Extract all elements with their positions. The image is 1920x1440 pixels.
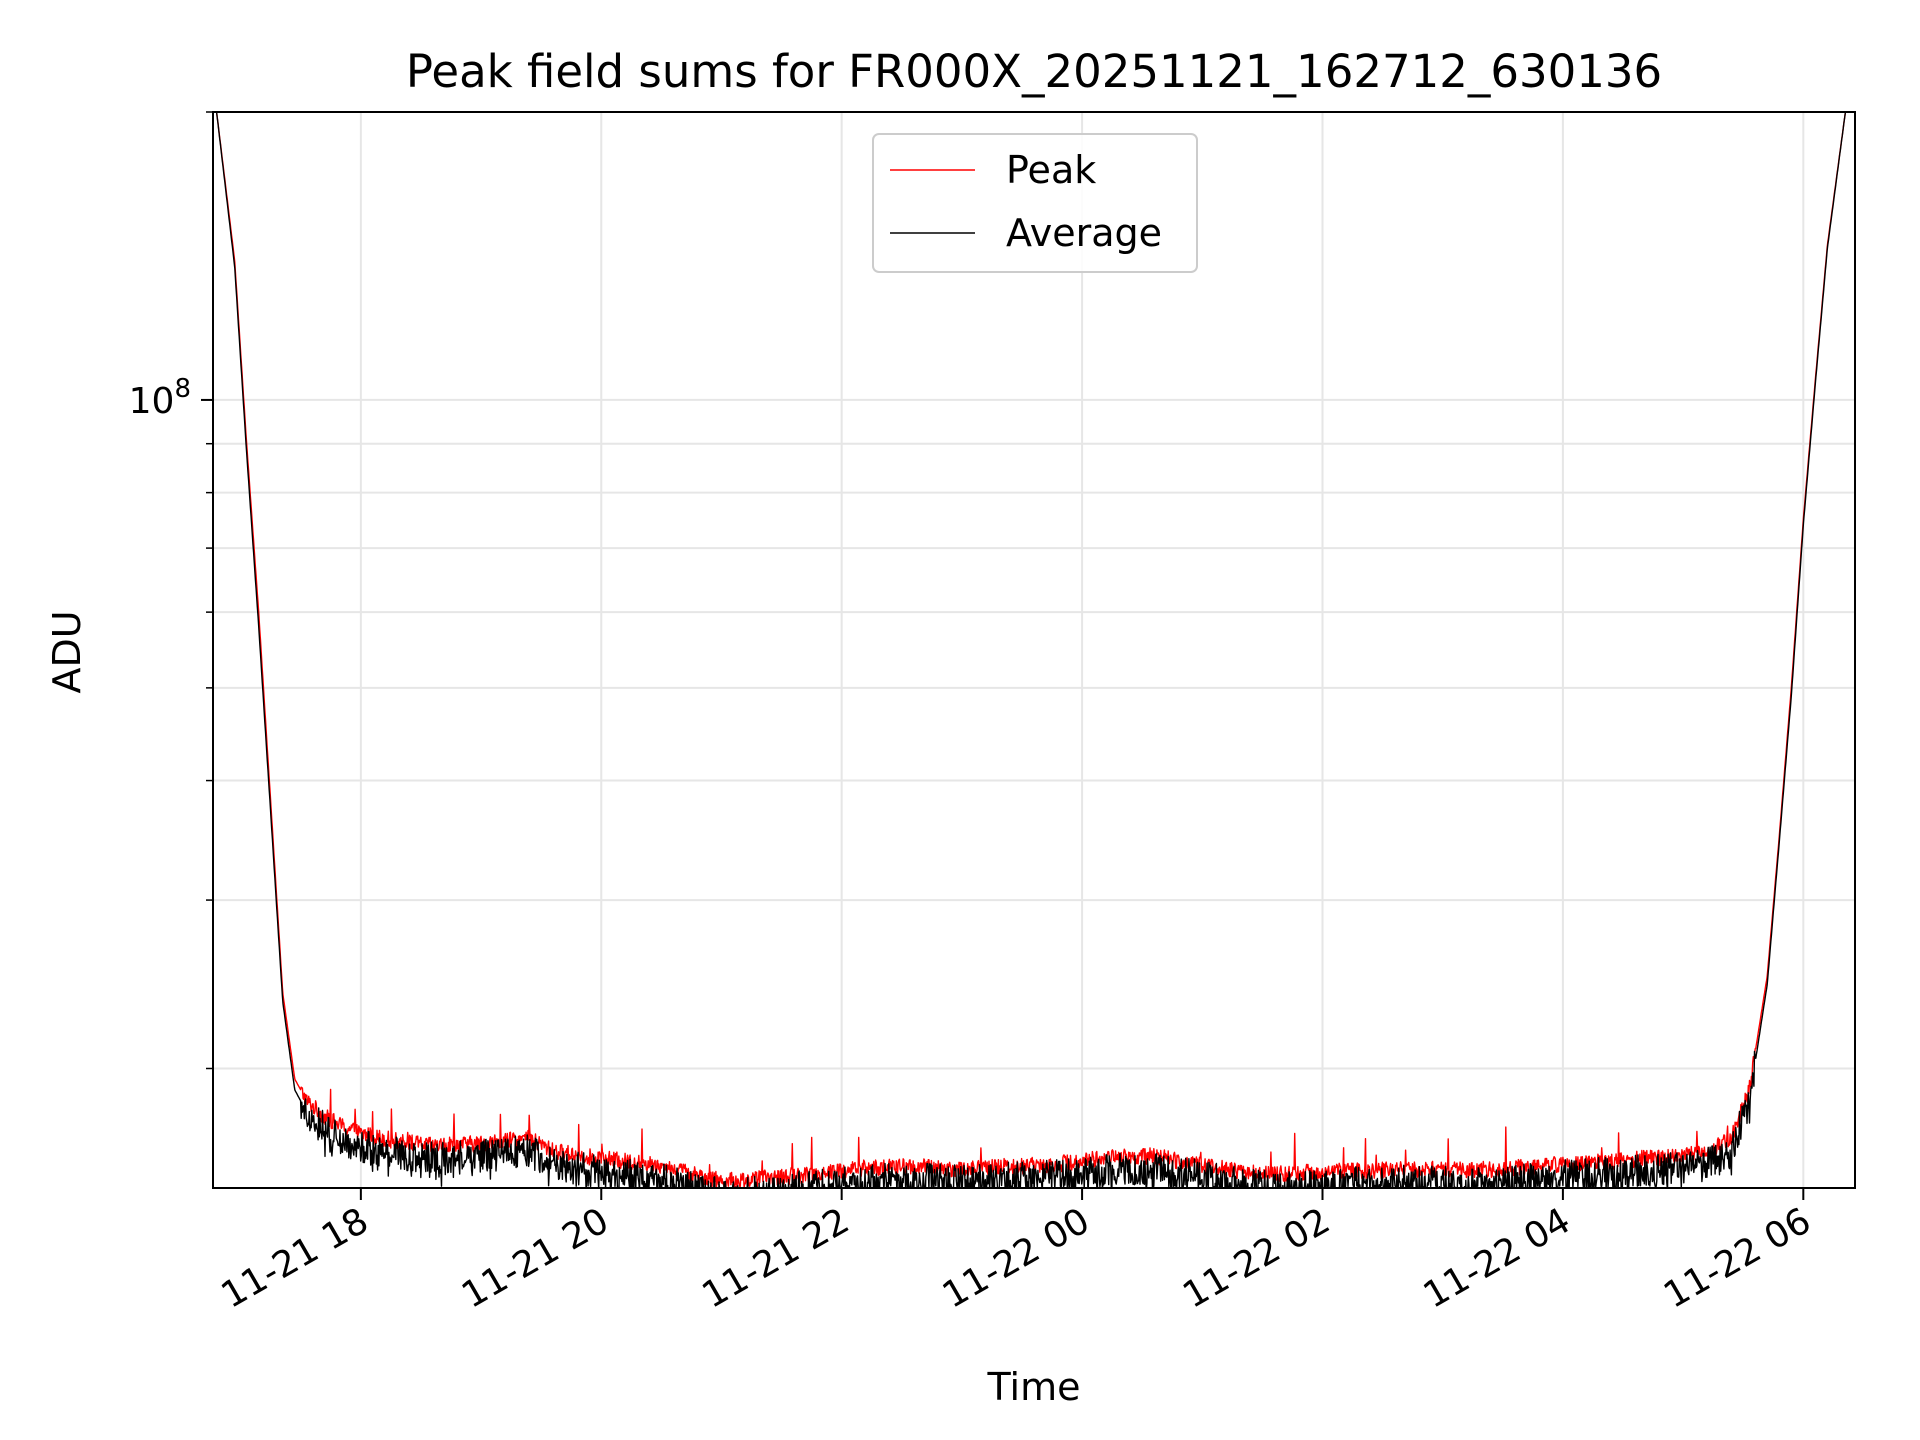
plot-frame bbox=[212, 111, 1856, 1189]
legend-average-label: Average bbox=[1006, 211, 1162, 255]
series-layer bbox=[215, 112, 1847, 1188]
legend-peak-label: Peak bbox=[1006, 148, 1096, 192]
x-axis-label: Time bbox=[987, 1365, 1081, 1409]
y-axis-label: ADU bbox=[45, 610, 89, 693]
chart-title: Peak field sums for FR000X_20251121_1627… bbox=[406, 45, 1662, 98]
y-tick-label: 108 bbox=[129, 374, 191, 422]
legend: Peak Average bbox=[872, 133, 1198, 273]
legend-box bbox=[872, 133, 1198, 273]
gridlines bbox=[213, 112, 1855, 1188]
series-line-average bbox=[215, 112, 1847, 1188]
